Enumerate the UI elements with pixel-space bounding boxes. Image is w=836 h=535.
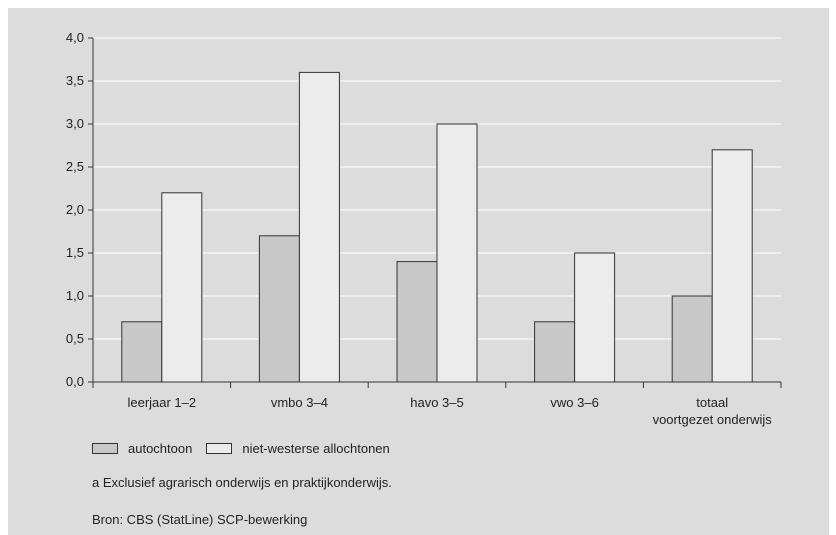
x-tick-label: vwo 3–6 [550, 395, 598, 410]
y-tick-label: 0,5 [66, 331, 84, 346]
legend-swatch-autochtoon [92, 443, 118, 454]
bar-autochtoon [671, 295, 713, 383]
tick-labels: 0,0 0,5 1,0 1,5 2,0 2,5 3,0 3,5 4,0 leerjaar 1–2 v… [66, 30, 772, 427]
source-note: Bron: CBS (StatLine) SCP-bewerking [92, 512, 308, 527]
bar-niet-westerse-allochtonen [436, 123, 478, 383]
y-tick-label: 1,5 [66, 245, 84, 260]
axes [88, 37, 782, 388]
y-tick-label: 2,5 [66, 159, 84, 174]
y-tick-label: 1,0 [66, 288, 84, 303]
legend-label-autochtoon: autochtoon [128, 441, 193, 456]
x-tick-label: totaal [696, 395, 728, 410]
bar-niet-westerse-allochtonen [298, 71, 340, 383]
y-tick-label: 2,0 [66, 202, 84, 217]
legend: autochtoon niet-westerse allochtonen [92, 441, 404, 456]
bar-autochtoon [121, 321, 163, 383]
bar-niet-westerse-allochtonen [161, 192, 203, 383]
y-tick-label: 3,5 [66, 73, 84, 88]
bar-niet-westerse-allochtonen [574, 252, 616, 383]
bars [121, 71, 753, 383]
y-tick-label: 4,0 [66, 30, 84, 45]
bar-autochtoon [396, 261, 438, 383]
footnote: a Exclusief agrarisch onderwijs en prakt… [92, 475, 392, 490]
y-tick-label: 0,0 [66, 374, 84, 389]
x-tick-label: voortgezet onderwijs [653, 412, 773, 427]
x-tick-label: vmbo 3–4 [271, 395, 328, 410]
bar-niet-westerse-allochtonen [711, 149, 753, 383]
y-tick-label: 3,0 [66, 116, 84, 131]
legend-label-niet-westerse-allochtonen: niet-westerse allochtonen [242, 441, 390, 456]
bar-autochtoon [258, 235, 300, 383]
bar-autochtoon [534, 321, 576, 383]
legend-item-autochtoon: autochtoon [92, 441, 192, 456]
legend-swatch-niet-westerse-allochtonen [206, 443, 233, 454]
legend-item-niet-westerse-allochtonen: niet-westerse allochtonen [206, 441, 390, 456]
x-tick-label: havo 3–5 [410, 395, 464, 410]
x-tick-label: leerjaar 1–2 [127, 395, 196, 410]
